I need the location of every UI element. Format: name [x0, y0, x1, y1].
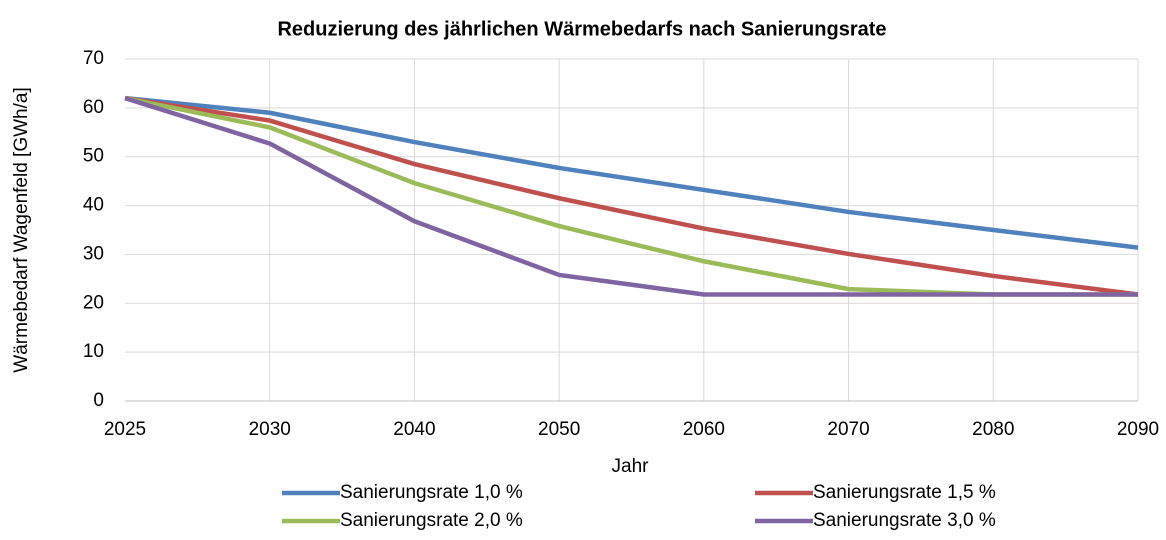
legend-label: Sanierungsrate 2,0 % [340, 510, 523, 531]
y-tick-label: 20 [83, 292, 104, 313]
legend-label: Sanierungsrate 3,0 % [813, 510, 996, 531]
y-tick-label: 10 [83, 341, 104, 362]
series-line [124, 95, 1139, 297]
x-tick-label: 2050 [538, 419, 580, 440]
series-line [124, 95, 1139, 250]
x-axis-label: Jahr [612, 456, 650, 477]
y-tick-label: 0 [93, 390, 104, 411]
chart-title: Reduzierung des jährlichen Wärmebedarfs … [277, 18, 886, 40]
x-tick-label: 2025 [104, 419, 146, 440]
x-tick-label: 2080 [972, 419, 1014, 440]
y-tick-label: 60 [83, 97, 104, 118]
y-tick-label: 40 [83, 195, 104, 216]
y-axis-label: Wärmebedarf Wagenfeld [GWh/a] [11, 87, 32, 372]
x-tick-label: 2040 [393, 419, 435, 440]
legend-label: Sanierungsrate 1,5 % [813, 482, 996, 503]
legend-label: Sanierungsrate 1,0 % [340, 482, 523, 503]
x-tick-label: 2060 [683, 419, 725, 440]
y-tick-label: 70 [83, 48, 104, 69]
series-line [124, 95, 1138, 297]
y-tick-label: 30 [83, 243, 104, 264]
y-tick-label: 50 [83, 146, 104, 167]
series-line [124, 95, 1138, 297]
x-tick-label: 2070 [827, 419, 869, 440]
x-tick-label: 2030 [249, 419, 291, 440]
x-tick-label: 2090 [1117, 419, 1159, 440]
